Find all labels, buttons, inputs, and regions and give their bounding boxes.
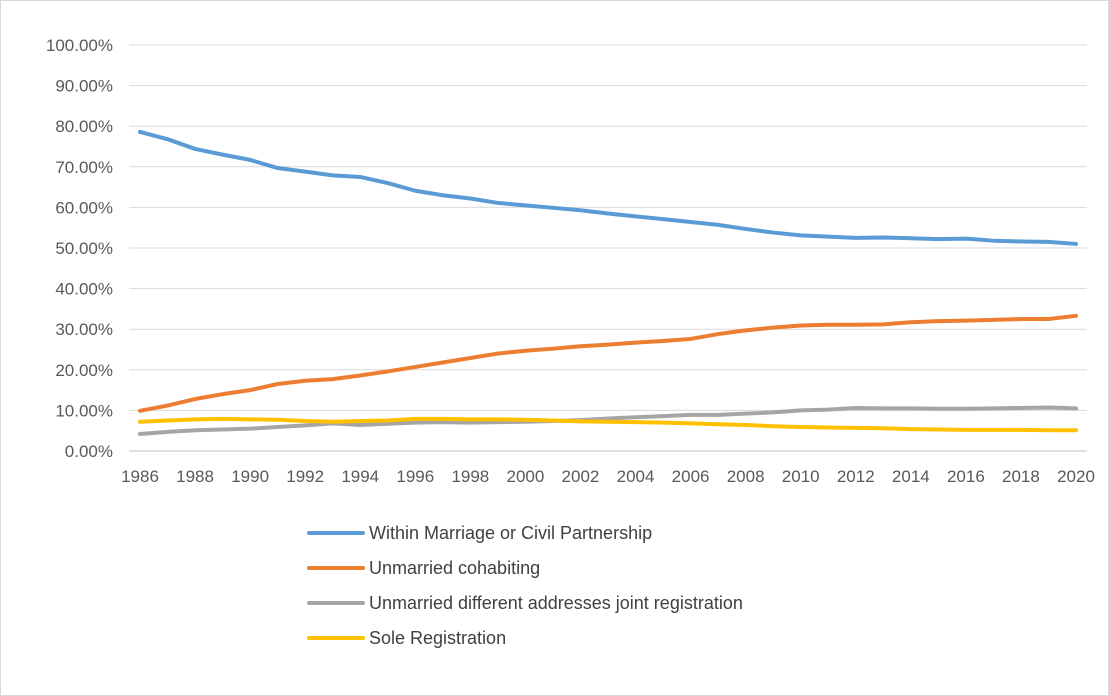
x-tick-label: 1990 bbox=[231, 467, 269, 486]
y-tick-label: 10.00% bbox=[55, 401, 113, 420]
y-tick-label: 90.00% bbox=[55, 77, 113, 96]
x-tick-label: 2008 bbox=[727, 467, 765, 486]
y-tick-label: 80.00% bbox=[55, 117, 113, 136]
y-tick-label: 50.00% bbox=[55, 239, 113, 258]
y-tick-label: 70.00% bbox=[55, 158, 113, 177]
legend-label-2: Unmarried cohabiting bbox=[369, 558, 540, 578]
series-line-4 bbox=[138, 416, 1078, 433]
legend: Within Marriage or Civil Partnership Unma… bbox=[307, 523, 743, 648]
x-tick-label: 1992 bbox=[286, 467, 324, 486]
legend-label-4: Sole Registration bbox=[369, 628, 506, 648]
x-tick-label: 1986 bbox=[121, 467, 159, 486]
y-tick-label: 0.00% bbox=[65, 442, 113, 461]
x-tick-label: 2012 bbox=[837, 467, 875, 486]
x-tick-label: 2006 bbox=[672, 467, 710, 486]
x-tick-label: 1996 bbox=[396, 467, 434, 486]
y-tick-label: 20.00% bbox=[55, 361, 113, 380]
y-tick-label: 100.00% bbox=[46, 36, 113, 55]
series-lines bbox=[138, 129, 1078, 436]
x-tick-label: 2004 bbox=[617, 467, 655, 486]
y-tick-label: 30.00% bbox=[55, 320, 113, 339]
x-tick-label: 2020 bbox=[1057, 467, 1095, 486]
x-tick-label: 2002 bbox=[562, 467, 600, 486]
series-line-3 bbox=[138, 405, 1078, 436]
legend-label-3: Unmarried different addresses joint regi… bbox=[369, 593, 743, 613]
series-line-1 bbox=[138, 129, 1078, 246]
y-axis-ticks: 0.00% 10.00% 20.00% 30.00% 40.00% 50.00% 60.00… bbox=[46, 36, 113, 461]
x-tick-label: 2018 bbox=[1002, 467, 1040, 486]
gridlines bbox=[129, 44, 1087, 452]
series-line-2 bbox=[138, 313, 1078, 413]
legend-label-1: Within Marriage or Civil Partnership bbox=[369, 523, 652, 543]
y-tick-label: 40.00% bbox=[55, 280, 113, 299]
x-axis-ticks: 1986 1988 1990 1992 1994 1996 1998 2000 2002 2004… bbox=[121, 467, 1095, 486]
x-tick-label: 2016 bbox=[947, 467, 985, 486]
x-tick-label: 2000 bbox=[506, 467, 544, 486]
y-tick-label: 60.00% bbox=[55, 198, 113, 217]
x-tick-label: 2014 bbox=[892, 467, 930, 486]
x-tick-label: 1998 bbox=[451, 467, 489, 486]
x-tick-label: 1994 bbox=[341, 467, 379, 486]
x-tick-label: 2010 bbox=[782, 467, 820, 486]
x-tick-label: 1988 bbox=[176, 467, 214, 486]
